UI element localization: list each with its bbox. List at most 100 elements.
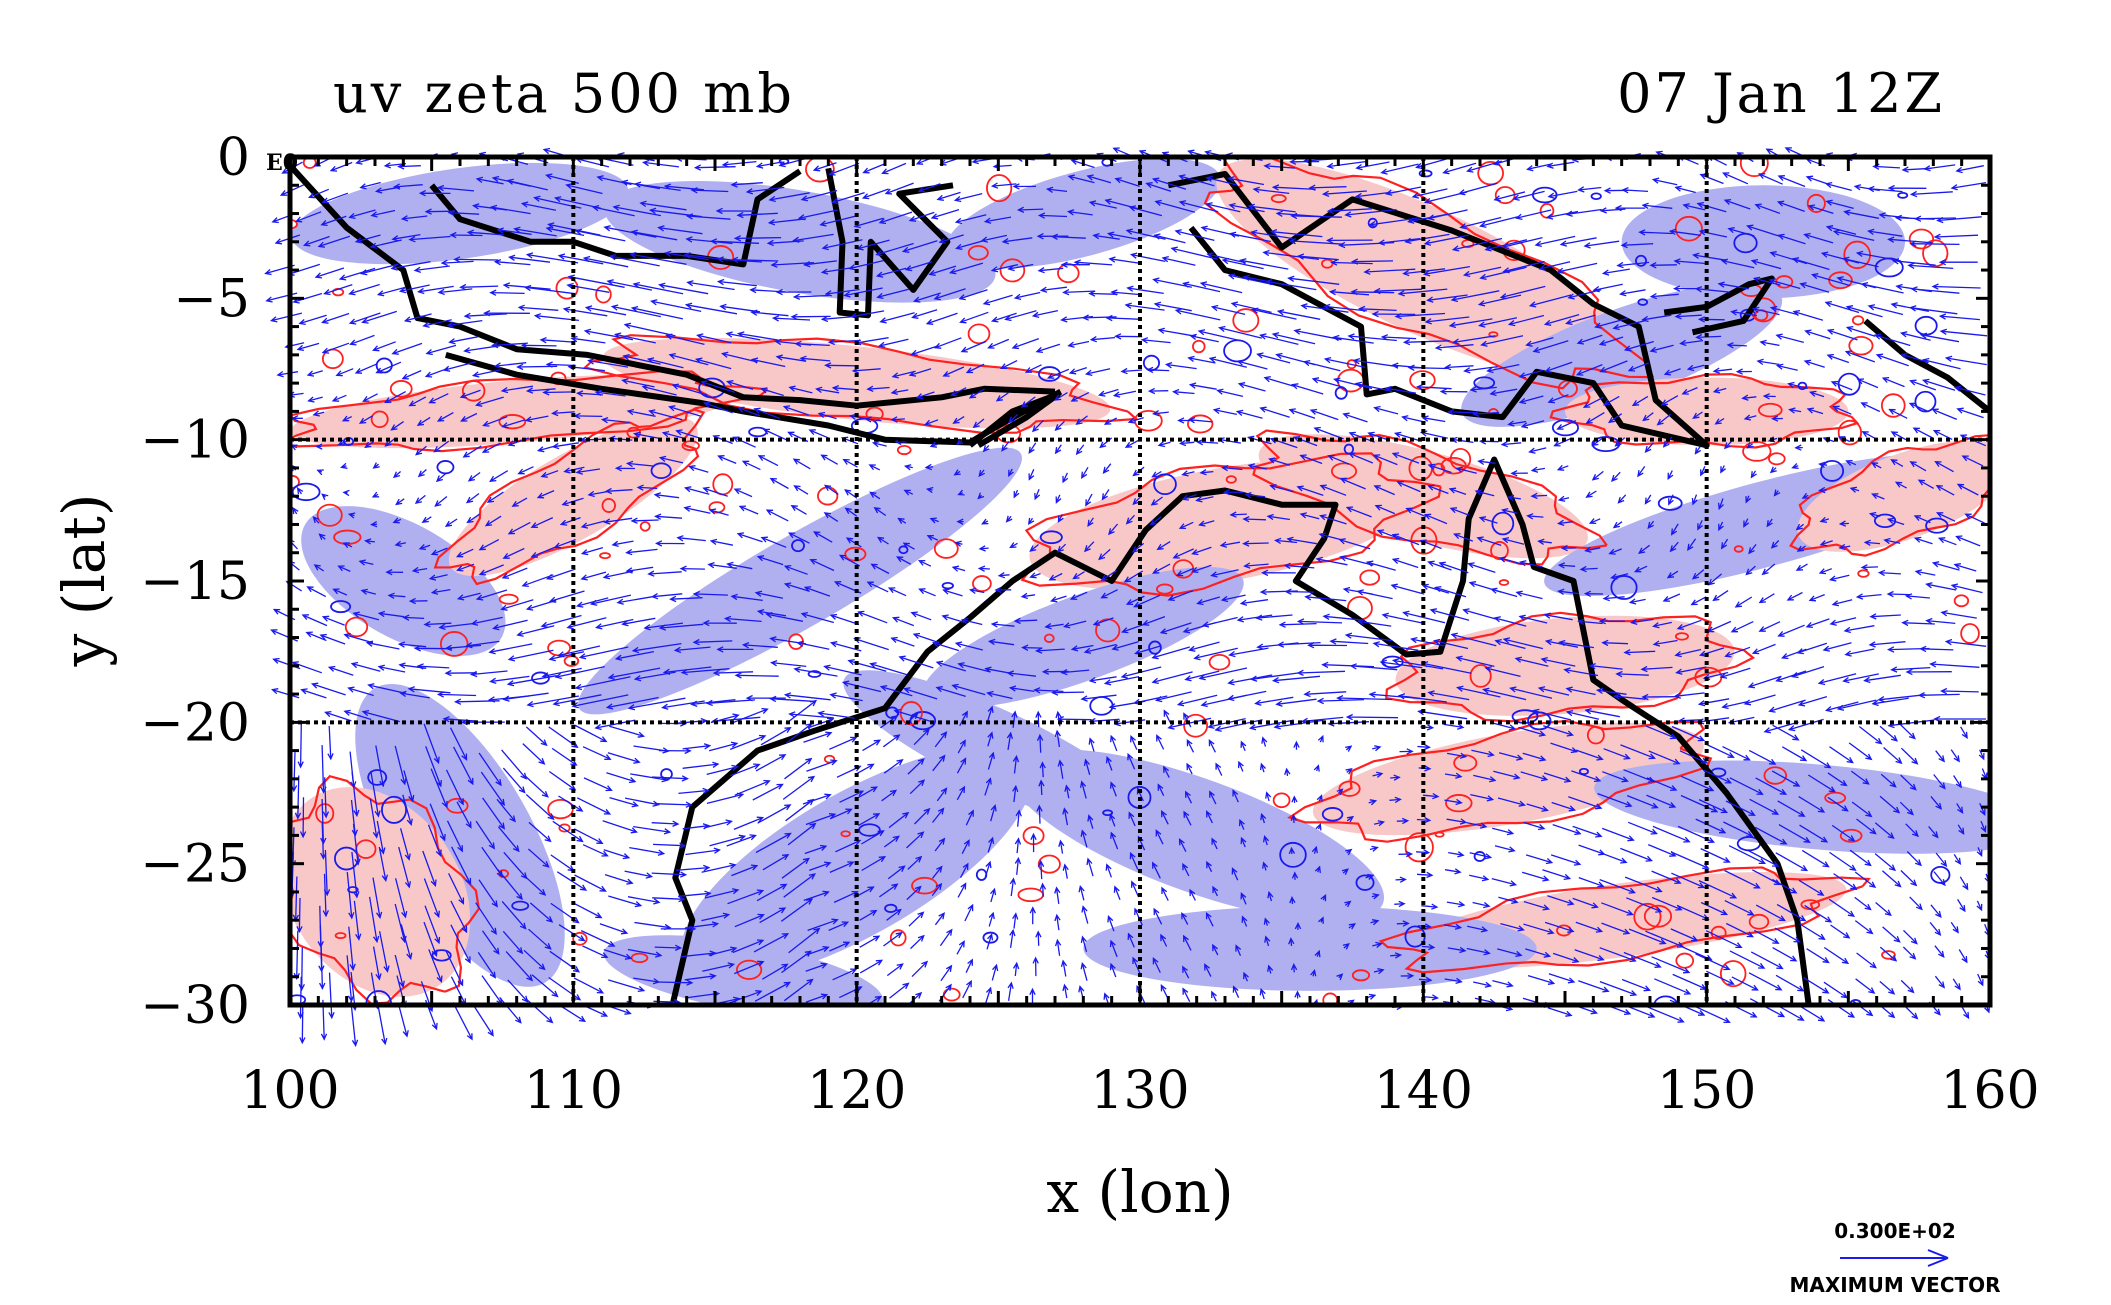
wind-vector [1088, 737, 1095, 752]
wind-vector [651, 871, 688, 878]
wind-vector [942, 366, 965, 377]
wind-vector [757, 455, 779, 467]
wind-vector [1810, 273, 1851, 287]
wind-vector [883, 759, 904, 774]
wind-vector [1746, 849, 1780, 867]
wind-vector [648, 207, 702, 218]
wind-vector [1418, 976, 1433, 984]
wind-vector [1899, 801, 1914, 816]
vorticity-contour [1208, 653, 1231, 671]
wind-vector [990, 182, 1017, 189]
wind-vector [1900, 724, 1916, 740]
wind-vector [909, 779, 926, 795]
wind-vector [1422, 265, 1471, 277]
vorticity-contour [1355, 874, 1375, 891]
wind-vector [1592, 283, 1623, 293]
wind-vector [623, 322, 676, 337]
wind-vector [738, 505, 759, 515]
wind-vector [1754, 826, 1788, 845]
vorticity-contour [1657, 495, 1683, 511]
vorticity-contour [1922, 239, 1949, 268]
wind-vector [524, 775, 549, 798]
wind-vector [1311, 377, 1344, 389]
wind-vector [451, 846, 472, 886]
wind-vector [1398, 850, 1414, 858]
wind-vector [783, 582, 809, 592]
wind-vector [756, 883, 788, 902]
wind-vector [870, 563, 890, 575]
wind-vector [1537, 538, 1552, 545]
wind-vector [1317, 916, 1324, 924]
wind-vector [296, 897, 303, 934]
wind-vector [1446, 818, 1468, 825]
wind-vector [726, 834, 757, 847]
wind-vector [1030, 832, 1037, 853]
wind-vector [1723, 821, 1754, 837]
wind-vector [717, 455, 737, 465]
wind-vector [959, 862, 969, 879]
wind-vector [1619, 289, 1646, 297]
wind-vector [1697, 520, 1704, 531]
wind-vector [1458, 182, 1498, 196]
wind-vector [1037, 212, 1068, 219]
y-tick-label: 0 [217, 128, 250, 188]
wind-vector [604, 873, 634, 885]
wind-vector [1330, 259, 1373, 266]
y-tick-label: −20 [140, 693, 250, 753]
wind-vector [1262, 249, 1319, 261]
wind-vector [1768, 278, 1801, 290]
wind-vector [621, 378, 655, 388]
wind-vector [682, 743, 712, 750]
wind-vector [1291, 795, 1298, 803]
wind-vector [1952, 978, 1961, 991]
wind-vector [1750, 951, 1784, 970]
wind-vector [755, 832, 792, 854]
wind-vector [1620, 847, 1653, 862]
wind-vector [390, 421, 404, 431]
wind-vector [1937, 537, 1957, 546]
wind-vector [1161, 255, 1196, 266]
wind-vector [1423, 234, 1469, 246]
wind-vector [1933, 774, 1946, 790]
wind-vector [1001, 237, 1033, 245]
wind-vector [1020, 592, 1036, 600]
wind-vector [1891, 258, 1936, 266]
wind-vector [1682, 203, 1706, 211]
wind-vector [1717, 498, 1724, 511]
wind-vector [1823, 946, 1850, 965]
wind-vector [416, 285, 454, 295]
wind-vector [1686, 364, 1705, 372]
wind-vector [1154, 691, 1192, 703]
wind-vector [959, 710, 968, 727]
wind-vector [1167, 590, 1194, 602]
wind-vector [1844, 350, 1876, 363]
wind-vector [1527, 974, 1556, 985]
wind-vector [661, 430, 685, 439]
wind-vector [1046, 368, 1070, 379]
wind-vector [1913, 215, 1957, 222]
wind-vector [372, 341, 396, 352]
wind-vector [750, 309, 789, 317]
wind-vector [1062, 620, 1087, 629]
wind-vector [320, 215, 347, 227]
wind-vector [1081, 905, 1089, 924]
wind-vector [1845, 325, 1876, 337]
wind-vector [897, 517, 907, 524]
wind-vector [793, 485, 809, 495]
wind-vector [1172, 548, 1194, 559]
wind-vector [809, 558, 835, 572]
wind-vector [502, 930, 524, 955]
vorticity-contour [1610, 575, 1638, 600]
wind-vector [913, 728, 930, 746]
wind-vector [1152, 861, 1161, 879]
wind-vector [1284, 588, 1314, 595]
wind-vector [790, 313, 831, 320]
wind-vector [1726, 922, 1755, 938]
wind-vector [1354, 381, 1393, 393]
wind-vector [1832, 229, 1875, 242]
wind-vector [1501, 236, 1543, 250]
wind-vector [1585, 412, 1605, 424]
wind-vector [1828, 898, 1856, 917]
wind-vector [864, 416, 882, 423]
wind-vector [1801, 492, 1809, 499]
